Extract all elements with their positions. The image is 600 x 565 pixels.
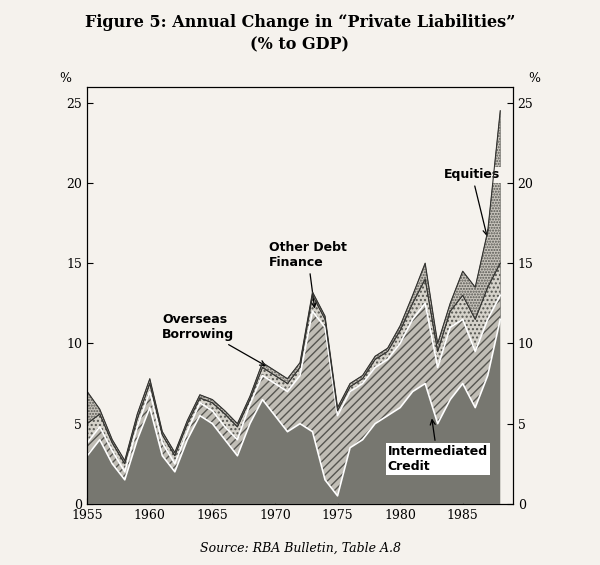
Text: Overseas
Borrowing: Overseas Borrowing (163, 314, 265, 366)
Text: Other Debt
Finance: Other Debt Finance (269, 241, 347, 307)
Text: Source: RBA Bulletin, Table A.8: Source: RBA Bulletin, Table A.8 (199, 542, 401, 555)
Text: Intermediated
Credit: Intermediated Credit (388, 420, 488, 473)
Text: Equities: Equities (444, 168, 500, 235)
Text: Figure 5: Annual Change in “Private Liabilities”: Figure 5: Annual Change in “Private Liab… (85, 14, 515, 31)
Text: %: % (59, 72, 71, 85)
Text: (% to GDP): (% to GDP) (251, 37, 349, 54)
Text: %: % (529, 72, 541, 85)
